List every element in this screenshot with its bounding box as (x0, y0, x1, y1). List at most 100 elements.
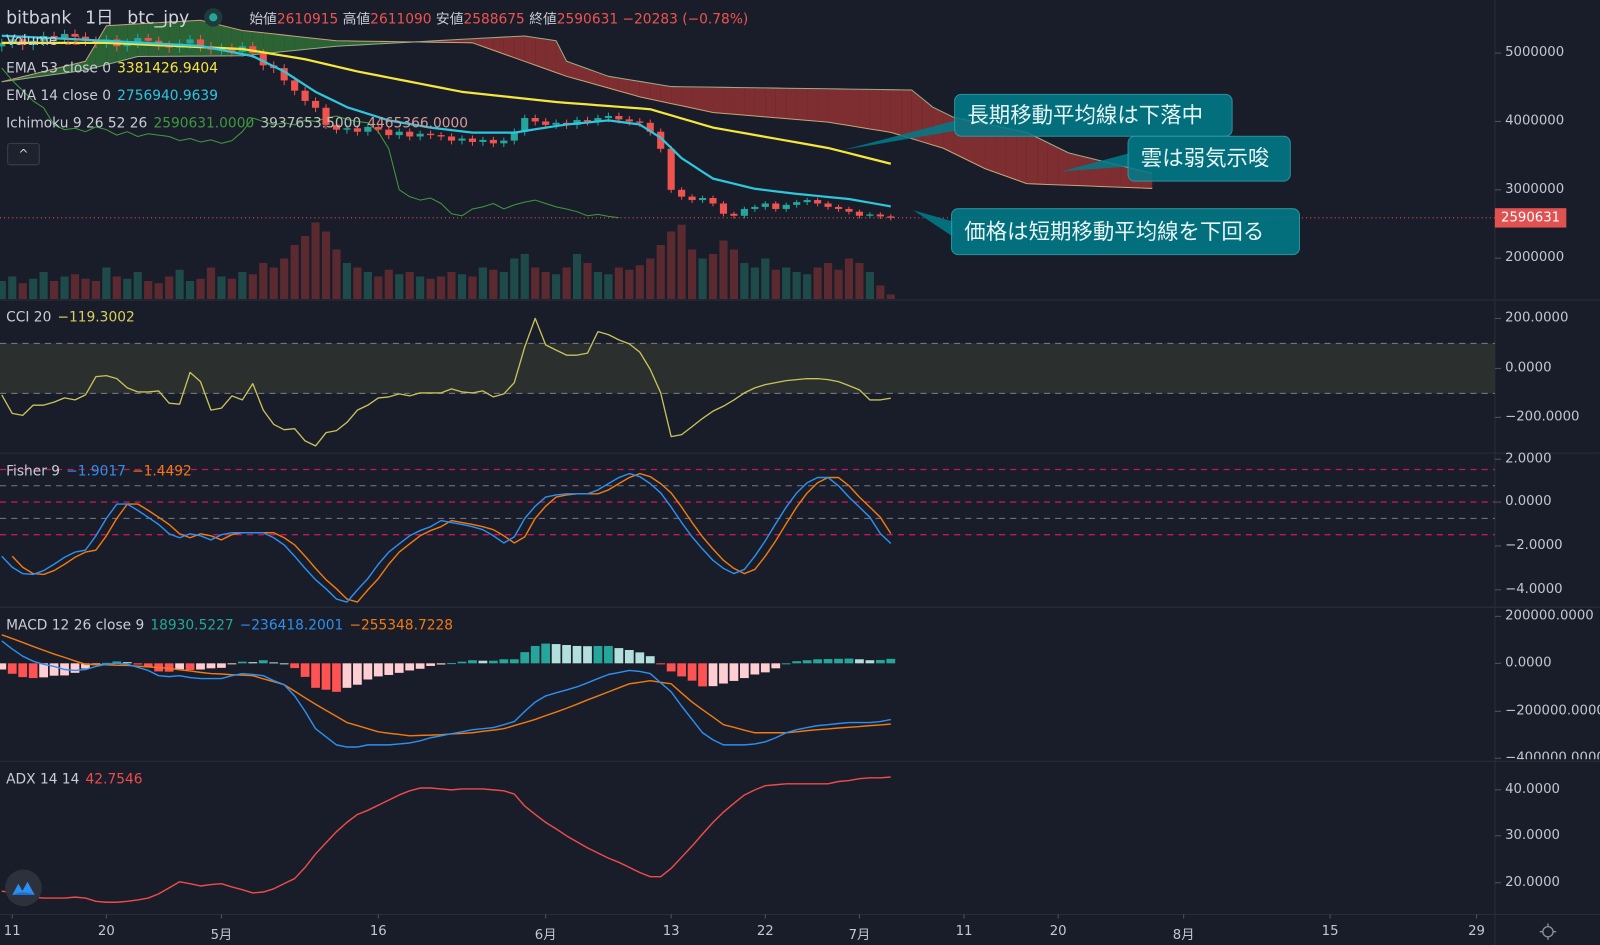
ichimoku-cloud-segment (681, 86, 693, 109)
ichimoku-cloud-segment (1047, 142, 1059, 185)
cci-axis-label: 0.0000 (1505, 360, 1552, 376)
ichimoku-cloud-segment (723, 87, 734, 115)
macd-histogram-bar (143, 663, 153, 667)
annotation-long-ema-falling[interactable]: 長期移動平均線は下落中 (954, 93, 1233, 137)
ichimoku-cloud-segment (95, 25, 107, 68)
interval[interactable]: 1日 (85, 8, 114, 29)
adx-legend[interactable]: ADX 14 14 42.7546 (6, 771, 143, 788)
cci-legend[interactable]: CCI 20 −119.3002 (6, 309, 135, 326)
macd-histogram-bar (844, 658, 854, 664)
macd-histogram-bar (300, 663, 310, 677)
volume-bar (363, 271, 372, 300)
symbol[interactable]: btc_jpy (127, 8, 190, 29)
volume-bar (227, 278, 236, 300)
time-axis-label: 29 (1468, 923, 1485, 939)
adx-axis-label: 20.0000 (1505, 874, 1560, 890)
macd-histogram-bar (342, 663, 352, 688)
volume-bar (708, 253, 718, 300)
mountain-logo-icon (12, 881, 35, 895)
candle-body (876, 214, 884, 217)
macd-legend[interactable]: MACD 12 26 close 9 18930.5227 −236418.2001… (6, 617, 454, 634)
volume-bar (60, 276, 69, 300)
macd-histogram-bar (781, 663, 791, 665)
fisher-line (1, 472, 892, 603)
candle-body (186, 39, 194, 44)
macd-histogram-bar (530, 645, 540, 664)
candle-body (657, 131, 665, 149)
volume-bar (175, 269, 184, 300)
ichimoku-lagging-span (1, 67, 619, 219)
candle-body (542, 121, 550, 125)
candle-body (698, 198, 707, 201)
volume-bar (552, 274, 561, 300)
macd-histogram-bar (101, 662, 111, 664)
ichimoku-legend[interactable]: Ichimoku 9 26 52 26 2590631.0000 3937653.5… (6, 115, 469, 132)
annotation-price-below-short-ema[interactable]: 価格は短期移動平均線を下回る (951, 208, 1300, 256)
macd-histogram-bar (792, 661, 802, 664)
macd-histogram-bar (834, 658, 843, 664)
volume-bar (342, 262, 352, 300)
macd-histogram-bar (666, 663, 676, 672)
annotation-cloud-bearish[interactable]: 雲は弱気示唆 (1127, 135, 1291, 182)
volume-bar (405, 271, 414, 300)
macd-histogram-bar (206, 663, 216, 669)
ichimoku-cloud-segment (618, 78, 630, 94)
volume-bar (206, 267, 216, 300)
volume-bar (510, 258, 519, 300)
macd-histogram-bar (635, 652, 645, 664)
macd-histogram-bar (248, 662, 258, 664)
macd-histogram-bar (886, 658, 896, 664)
time-axis-label: 7月 (848, 927, 871, 943)
fisher-axis-label: −4.0000 (1505, 581, 1563, 597)
macd-histogram-bar (865, 660, 875, 664)
time-axis-label: 22 (756, 923, 774, 939)
macd-histogram-bar (719, 663, 728, 684)
macd-histogram-bar (217, 663, 226, 668)
volume-bar (133, 271, 142, 300)
macd-histogram-bar (394, 663, 404, 673)
time-axis-label: 11 (955, 923, 973, 939)
exchange-name[interactable]: bitbank (6, 8, 72, 29)
volume-legend[interactable]: Volume 12 (6, 32, 82, 49)
ichimoku-cloud-segment (472, 38, 483, 47)
ema53-legend[interactable]: EMA 53 close 0 3381426.9404 (6, 60, 218, 77)
fisher-legend[interactable]: Fisher 9 −1.9017 −1.4492 (6, 463, 192, 480)
ichimoku-cloud-segment (859, 89, 870, 129)
ichimoku-cloud-segment (692, 86, 703, 111)
ichimoku-cloud-segment (713, 87, 724, 114)
volume-bar (614, 267, 623, 300)
macd-histogram-bar (645, 656, 655, 664)
time-axis-label: 8月 (1172, 927, 1195, 943)
macd-line (1, 640, 891, 748)
volume-bar (8, 276, 17, 300)
candle-body (824, 203, 832, 207)
macd-histogram-bar (583, 646, 592, 664)
macd-histogram-bar (332, 663, 341, 692)
tradingview-logo[interactable] (5, 869, 42, 907)
ichimoku-cloud-segment (1026, 132, 1038, 185)
settings-gear-icon[interactable] (1539, 923, 1557, 941)
macd-histogram-bar (39, 663, 49, 678)
ichimoku-cloud-segment (493, 37, 504, 54)
volume-bar (656, 244, 665, 300)
close-value: 2590631 (556, 11, 619, 28)
ichimoku-cloud-segment (828, 88, 839, 124)
macd-histogram-bar (509, 659, 519, 664)
ichimoku-cloud-segment (838, 88, 849, 126)
volume-bar (301, 235, 310, 300)
ichimoku-cloud-segment (995, 125, 1006, 177)
ichimoku-cloud-segment (74, 61, 86, 72)
ichimoku-cloud-segment (901, 89, 912, 139)
ichimoku-cloud-segment (775, 88, 787, 119)
candle-body (688, 196, 696, 201)
volume-bar (688, 249, 697, 300)
collapse-legend-button[interactable]: ^ (7, 142, 40, 166)
high-value: 2611090 (370, 11, 432, 28)
candle-body (740, 208, 748, 216)
ichimoku-cloud-segment (754, 87, 766, 117)
candle-body (343, 128, 351, 130)
ema14-legend[interactable]: EMA 14 close 0 2756940.9639 (6, 87, 218, 105)
macd-histogram-bar (290, 663, 300, 669)
macd-histogram-bar (771, 663, 781, 669)
